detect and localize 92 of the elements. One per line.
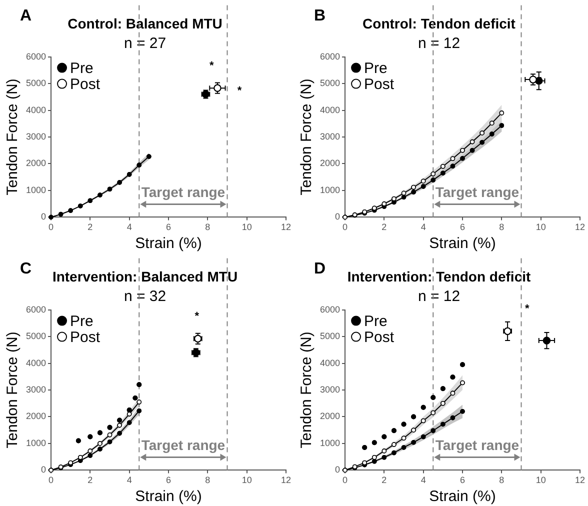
y-tick-label: 5000 [320, 331, 340, 342]
legend-label: Pre [364, 60, 388, 77]
x-tick-label: 10 [536, 475, 546, 486]
legend-label: Pre [70, 312, 94, 330]
x-axis-title: Strain (%) [429, 488, 496, 506]
y-tick-label: 0 [41, 464, 46, 475]
y-tick-label: 2000 [26, 158, 46, 168]
y-tick-label: 0 [335, 212, 340, 222]
y-tick-label: 3000 [26, 131, 46, 142]
chart-title: Intervention: Balanced MTU [52, 268, 238, 284]
x-tick-label: 0 [342, 475, 348, 486]
y-tick-label: 4000 [26, 104, 46, 115]
legend-label: Post [70, 328, 101, 346]
x-tick-label: 12 [574, 222, 586, 232]
y-tick-label: 5000 [26, 331, 46, 342]
x-tick-label: 6 [166, 222, 172, 232]
y-tick-label: 1000 [26, 438, 46, 448]
y-axis-title: Tendon Force (N) [4, 78, 22, 196]
legend-label: Post [70, 76, 101, 93]
annotation: * [524, 303, 530, 316]
y-tick-label: 6000 [26, 304, 46, 314]
text: B [314, 7, 326, 24]
x-tick-label: 6 [460, 475, 466, 486]
annotation: Target range [141, 184, 226, 200]
x-tick-label: 6 [166, 475, 172, 486]
x-tick-label: 10 [536, 222, 546, 232]
x-tick-label: 6 [460, 222, 466, 232]
y-tick-label: 0 [335, 464, 340, 475]
y-tick-label: 1000 [320, 184, 340, 195]
y-axis-title: Tendon Force (N) [4, 332, 22, 448]
x-tick-label: 2 [88, 475, 93, 486]
y-tick-label: 6000 [320, 304, 340, 314]
x-tick-label: 12 [574, 475, 586, 486]
chart-title: Control: Tendon deficit [362, 15, 516, 32]
annotation: Target range [141, 437, 226, 454]
x-tick-label: 12 [280, 475, 292, 486]
x-tick-label: 10 [242, 222, 252, 232]
chart-title: Control: Balanced MTU [68, 15, 222, 32]
y-tick-label: 5000 [320, 78, 340, 88]
x-tick-label: 8 [205, 222, 210, 232]
y-tick-label: 2000 [320, 158, 340, 168]
text: D [314, 260, 326, 278]
x-tick-label: 4 [126, 475, 132, 486]
y-tick-label: 4000 [26, 358, 46, 368]
text: C [20, 260, 32, 278]
annotation: * [209, 60, 214, 72]
x-tick-label: 2 [382, 222, 387, 232]
x-axis-title: Strain (%) [429, 235, 496, 252]
annotation: Target range [435, 184, 520, 200]
annotation: * [237, 85, 242, 98]
x-tick-label: 4 [126, 222, 132, 232]
text: A [20, 7, 32, 24]
y-tick-label: 4000 [320, 358, 340, 368]
y-axis-title: Tendon Force (N) [298, 332, 316, 448]
annotation: * [194, 310, 200, 323]
x-tick-label: 4 [420, 475, 426, 486]
y-tick-label: 6000 [26, 51, 46, 62]
x-tick-label: 2 [382, 475, 387, 486]
legend-label: Post [364, 328, 395, 346]
x-tick-label: 2 [88, 222, 93, 232]
y-tick-label: 5000 [26, 78, 46, 88]
y-tick-label: 2000 [320, 411, 340, 422]
x-tick-label: 8 [499, 475, 504, 486]
x-tick-label: 10 [242, 475, 252, 486]
x-tick-label: 12 [280, 222, 292, 232]
y-tick-label: 3000 [320, 384, 340, 394]
y-tick-label: 2000 [26, 411, 46, 422]
y-tick-label: 1000 [26, 184, 46, 195]
chart-subtitle: n = 12 [418, 34, 460, 52]
chart-title: Intervention: Tendon deficit [347, 268, 531, 284]
chart-subtitle: n = 32 [124, 288, 166, 305]
x-tick-label: 8 [205, 475, 210, 486]
y-tick-label: 1000 [320, 438, 340, 448]
legend-label: Pre [364, 312, 388, 330]
legend-label: Pre [70, 60, 94, 77]
x-tick-label: 0 [342, 222, 348, 232]
y-tick-label: 4000 [320, 104, 340, 115]
x-tick-label: 0 [48, 222, 54, 232]
y-tick-label: 0 [41, 212, 46, 222]
x-tick-label: 0 [48, 475, 54, 486]
x-axis-title: Strain (%) [135, 235, 202, 252]
annotation: Target range [435, 437, 520, 454]
x-tick-label: 4 [420, 222, 426, 232]
x-axis-title: Strain (%) [135, 488, 202, 506]
y-tick-label: 6000 [320, 51, 340, 62]
chart-subtitle: n = 12 [418, 288, 460, 305]
y-tick-label: 3000 [26, 384, 46, 394]
y-axis-title: Tendon Force (N) [298, 78, 316, 196]
legend-label: Post [364, 76, 395, 93]
chart-subtitle: n = 27 [124, 34, 166, 52]
y-tick-label: 3000 [320, 131, 340, 142]
x-tick-label: 8 [499, 222, 504, 232]
